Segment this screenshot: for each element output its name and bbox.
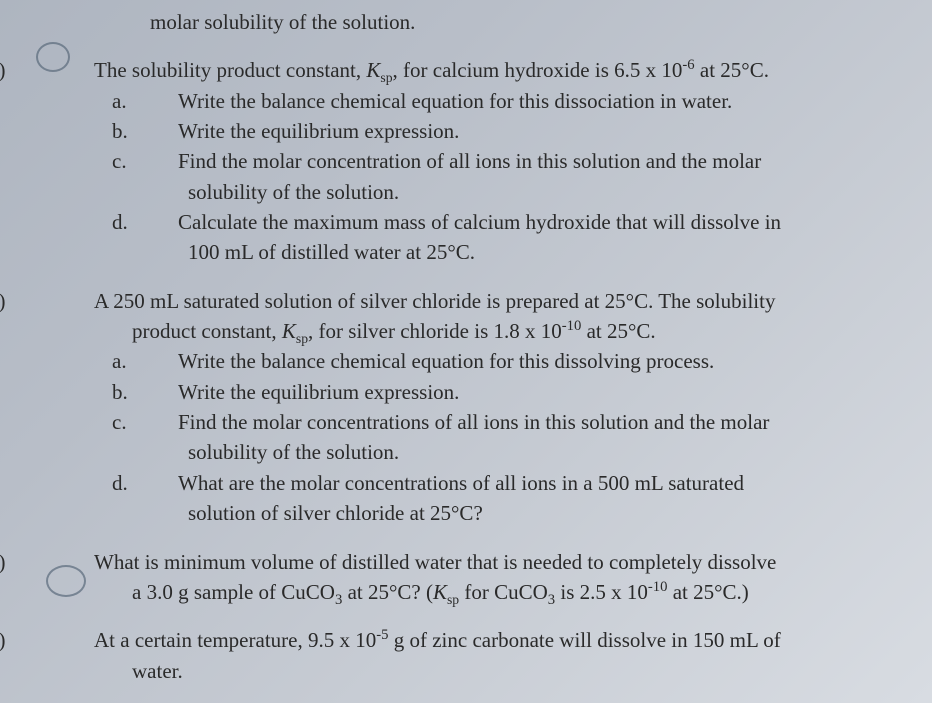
q4-a-text: Write the balance chemical equation for …: [178, 349, 714, 373]
q3-d-letter: d.: [150, 208, 178, 236]
q6-line2: water.: [60, 657, 897, 685]
q4-c-cont: solubility of the solution.: [60, 438, 897, 466]
question-4: 4)A 250 mL saturated solution of silver …: [60, 287, 897, 528]
q3-c-letter: c.: [150, 147, 178, 175]
q4-d-text1: What are the molar concentrations of all…: [178, 471, 744, 495]
q5-line2: a 3.0 g sample of CuCO3 at 25°C? (Ksp fo…: [60, 578, 897, 606]
q4-number: 4): [60, 287, 94, 315]
q4-a-letter: a.: [150, 347, 178, 375]
fragment-top: molar solubility of the solution.: [60, 8, 897, 36]
q3-c-text1: Find the molar concentration of all ions…: [178, 149, 761, 173]
q6-number: 6): [60, 626, 94, 654]
q3-b: b.Write the equilibrium expression.: [60, 117, 897, 145]
q4-c-letter: c.: [150, 408, 178, 436]
pencil-circle-q5: [46, 565, 86, 597]
q3-c-cont: solubility of the solution.: [60, 178, 897, 206]
q4-a: a.Write the balance chemical equation fo…: [60, 347, 897, 375]
q4-stem1-text: A 250 mL saturated solution of silver ch…: [94, 289, 775, 313]
question-3: 3)The solubility product constant, Ksp, …: [60, 56, 897, 266]
q4-b-letter: b.: [150, 378, 178, 406]
q4-stem2: product constant, Ksp, for silver chlori…: [60, 317, 897, 345]
q4-stem1: 4)A 250 mL saturated solution of silver …: [60, 287, 897, 315]
q3-a: a.Write the balance chemical equation fo…: [60, 87, 897, 115]
q5-line1: 5)What is minimum volume of distilled wa…: [60, 548, 897, 576]
q3-a-text: Write the balance chemical equation for …: [178, 89, 732, 113]
q3-b-text: Write the equilibrium expression.: [178, 119, 459, 143]
q3-a-letter: a.: [150, 87, 178, 115]
worksheet-page: molar solubility of the solution. 3)The …: [0, 0, 932, 685]
q4-b-text: Write the equilibrium expression.: [178, 380, 459, 404]
question-6: 6)At a certain temperature, 9.5 x 10-5 g…: [60, 626, 897, 685]
q5-text1: What is minimum volume of distilled wate…: [94, 550, 776, 574]
pencil-circle-q3: [36, 42, 70, 72]
q3-d: d.Calculate the maximum mass of calcium …: [60, 208, 897, 236]
q4-d: d.What are the molar concentrations of a…: [60, 469, 897, 497]
q3-d-text1: Calculate the maximum mass of calcium hy…: [178, 210, 781, 234]
q4-d-letter: d.: [150, 469, 178, 497]
q3-stem: 3)The solubility product constant, Ksp, …: [60, 56, 897, 84]
question-5: 5)What is minimum volume of distilled wa…: [60, 548, 897, 607]
q4-c-text1: Find the molar concentrations of all ion…: [178, 410, 769, 434]
q3-b-letter: b.: [150, 117, 178, 145]
q4-c: c.Find the molar concentrations of all i…: [60, 408, 897, 436]
q3-d-cont: 100 mL of distilled water at 25°C.: [60, 238, 897, 266]
q4-d-cont: solution of silver chloride at 25°C?: [60, 499, 897, 527]
q3-c: c.Find the molar concentration of all io…: [60, 147, 897, 175]
q4-b: b.Write the equilibrium expression.: [60, 378, 897, 406]
q6-line1: 6)At a certain temperature, 9.5 x 10-5 g…: [60, 626, 897, 654]
